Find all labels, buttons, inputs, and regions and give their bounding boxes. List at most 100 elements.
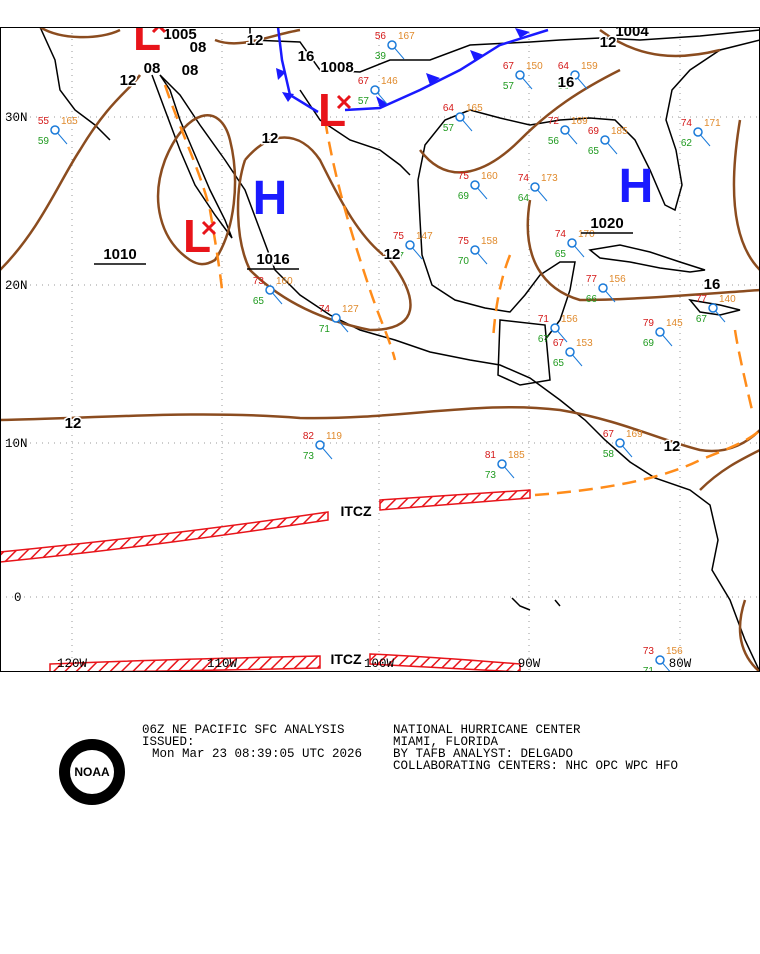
station-pressure: 153 (576, 338, 593, 349)
station-temperature: 64 (443, 103, 455, 114)
station-temperature: 69 (588, 126, 600, 137)
station-pressure: 173 (541, 173, 558, 184)
station-circle (567, 238, 577, 248)
station-pressure: 158 (481, 236, 498, 247)
station-temperature: 74 (555, 229, 567, 240)
itcz-band (0, 489, 531, 672)
station-temperature: 74 (518, 173, 530, 184)
station-circle (497, 459, 507, 469)
center: NATIONAL HURRICANE CENTER (393, 723, 581, 737)
station-dewpoint: 70 (458, 256, 470, 267)
noaa-logo-inner (70, 750, 114, 794)
station-dewpoint: 65 (253, 296, 265, 307)
station-pressure: 156 (561, 314, 578, 325)
station-pressure: 167 (398, 31, 415, 42)
isobar-label: 1004 (615, 23, 649, 40)
lon-label: 90W (518, 657, 541, 671)
station-dewpoint: 73 (303, 451, 315, 462)
station-temperature: 73 (643, 646, 655, 657)
station-temperature: 79 (643, 318, 655, 329)
station-dewpoint: 71 (643, 666, 655, 677)
station-dewpoint: 57 (358, 96, 370, 107)
station-pressure: 159 (581, 61, 598, 72)
station-pressure: 165 (466, 103, 483, 114)
station-pressure: 171 (704, 118, 721, 129)
station-pressure: 119 (326, 431, 342, 442)
station-pressure: 156 (666, 646, 683, 657)
station-circle (600, 135, 610, 145)
station-temperature: 74 (681, 118, 693, 129)
station-dewpoint: 67 (538, 334, 550, 345)
low-center: L (318, 84, 346, 136)
station-temperature: 77 (696, 294, 708, 305)
station-dewpoint: 57 (443, 123, 455, 134)
station-temperature: 67 (603, 429, 615, 440)
high-center: H (619, 160, 654, 213)
low-x (336, 94, 352, 110)
lat-label: 0 (14, 591, 22, 605)
isobar-label: 1005 (163, 26, 196, 43)
station-dewpoint: 65 (553, 358, 565, 369)
station-circle (331, 313, 341, 323)
station-pressure: 160 (481, 171, 498, 182)
station-temperature: 81 (485, 450, 497, 461)
analyst: BY TAFB ANALYST: DELGADO (393, 747, 573, 761)
troughs (163, 84, 760, 497)
station-pressure: 147 (416, 231, 433, 242)
station-circle (370, 85, 380, 95)
station-temperature: 67 (553, 338, 565, 349)
footer: NOAA 06Z NE PACIFIC SFC ANALYSIS ISSUED:… (59, 723, 678, 805)
station-circle (265, 285, 275, 295)
isobar-label: 08 (190, 39, 207, 56)
station-dewpoint: 69 (643, 338, 655, 349)
isobar-label: 16 (298, 48, 315, 65)
issued: ISSUED: (142, 735, 195, 749)
station-dewpoint: 56 (558, 81, 570, 92)
station-circle (570, 70, 580, 80)
station-pressure: 185 (508, 450, 525, 461)
station-temperature: 72 (548, 116, 560, 127)
station-circle (315, 440, 325, 450)
isobar-label: 1016 (256, 251, 289, 268)
low-x (151, 27, 167, 34)
station-dewpoint: 62 (681, 138, 693, 149)
product: 06Z NE PACIFIC SFC ANALYSIS (142, 723, 345, 737)
station-circle (708, 303, 718, 313)
station-circle (455, 112, 465, 122)
station-circle (530, 182, 540, 192)
station-temperature: 82 (303, 431, 315, 442)
station-pressure: 169 (571, 116, 588, 127)
station-pressure: 165 (61, 116, 78, 127)
station-circle (615, 438, 625, 448)
station-temperature: 67 (358, 76, 370, 87)
station-pressure: 127 (342, 304, 359, 315)
station-dewpoint: 65 (588, 146, 600, 157)
station-circle (550, 323, 560, 333)
low-x (201, 220, 217, 236)
high-center: H (253, 172, 288, 225)
isobar-label: 12 (262, 130, 279, 147)
station-temperature: 71 (538, 314, 550, 325)
station-dewpoint: 66 (586, 294, 598, 305)
station-dewpoint: 39 (375, 51, 387, 62)
itcz-label: ITCZ (340, 503, 372, 519)
graticule (0, 27, 760, 672)
isobar-label: 1010 (103, 246, 136, 263)
isobar-label: 1008 (320, 59, 353, 76)
lon-label: 100W (364, 657, 395, 671)
station-dewpoint: 71 (319, 324, 331, 335)
isobar-label: 16 (704, 276, 721, 293)
station-pressure: 169 (626, 429, 643, 440)
station-pressure: 146 (381, 76, 398, 87)
station-dewpoint: 57 (503, 81, 515, 92)
lon-label: 80W (669, 657, 692, 671)
station-pressure: 160 (276, 276, 293, 287)
isobar-label: 1020 (590, 215, 623, 232)
isobars (0, 27, 760, 672)
collaborating: COLLABORATING CENTERS: NHC OPC WPC HFO (393, 759, 678, 773)
low-center: L (133, 8, 161, 60)
lon-label: 110W (207, 657, 238, 671)
